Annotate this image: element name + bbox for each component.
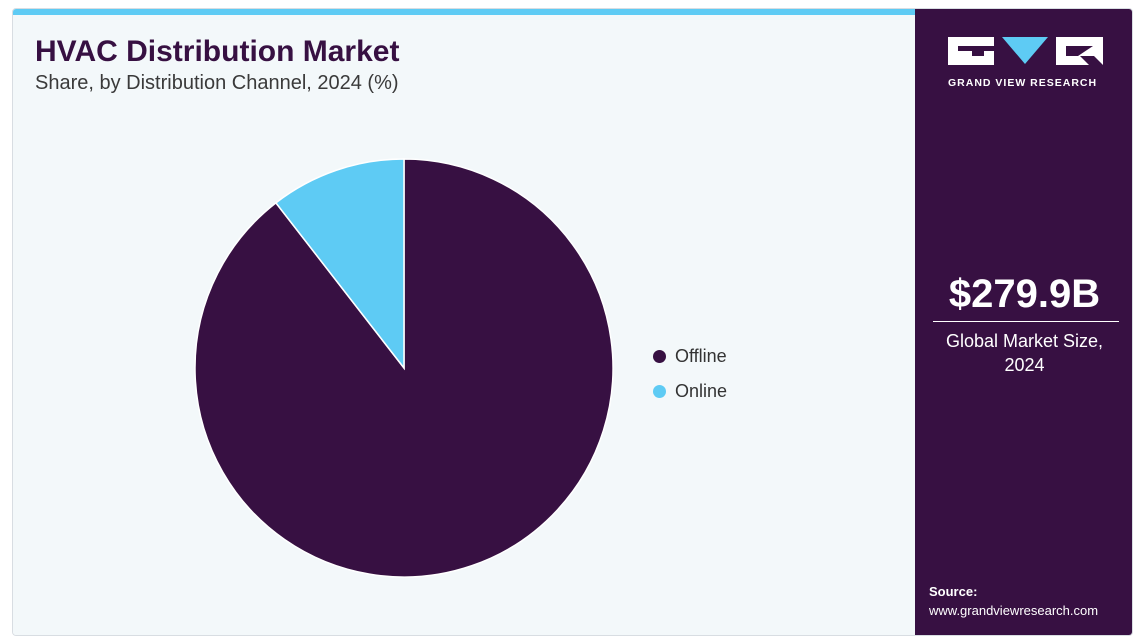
legend-item-online: Online (653, 374, 727, 409)
legend-swatch-online (653, 385, 666, 398)
logo-wordmark: GRAND VIEW RESEARCH (948, 77, 1098, 89)
chart-title: HVAC Distribution Market (35, 35, 400, 68)
pie-slice-online (274, 158, 405, 371)
market-size-label-line2: 2024 (1004, 355, 1045, 375)
market-size-label: Global Market Size, 2024 (915, 329, 1132, 377)
grand-view-research-logo: GRAND VIEW RESEARCH (948, 37, 1103, 89)
chart-card: HVAC Distribution Market Share, by Distr… (12, 8, 1133, 636)
pie-chart (194, 158, 614, 578)
legend-swatch-offline (653, 350, 666, 363)
source-label: Source: (929, 584, 978, 599)
market-size-value: $279.9B (948, 272, 1101, 316)
chart-subtitle: Share, by Distribution Channel, 2024 (%) (35, 72, 399, 94)
chart-legend: Offline Online (653, 339, 727, 409)
chart-panel: HVAC Distribution Market Share, by Distr… (13, 9, 915, 635)
value-divider (933, 321, 1119, 322)
accent-bar (13, 9, 915, 15)
market-size-label-line1: Global Market Size, (945, 331, 1104, 351)
sidebar-panel: GRAND VIEW RESEARCH $279.9B Global Marke… (915, 9, 1132, 635)
legend-item-offline: Offline (653, 339, 727, 374)
legend-label-offline: Offline (675, 346, 727, 366)
source-link[interactable]: www.grandviewresearch.com (929, 603, 1099, 618)
logo-mark-icon (948, 37, 1103, 65)
legend-label-online: Online (675, 381, 728, 401)
